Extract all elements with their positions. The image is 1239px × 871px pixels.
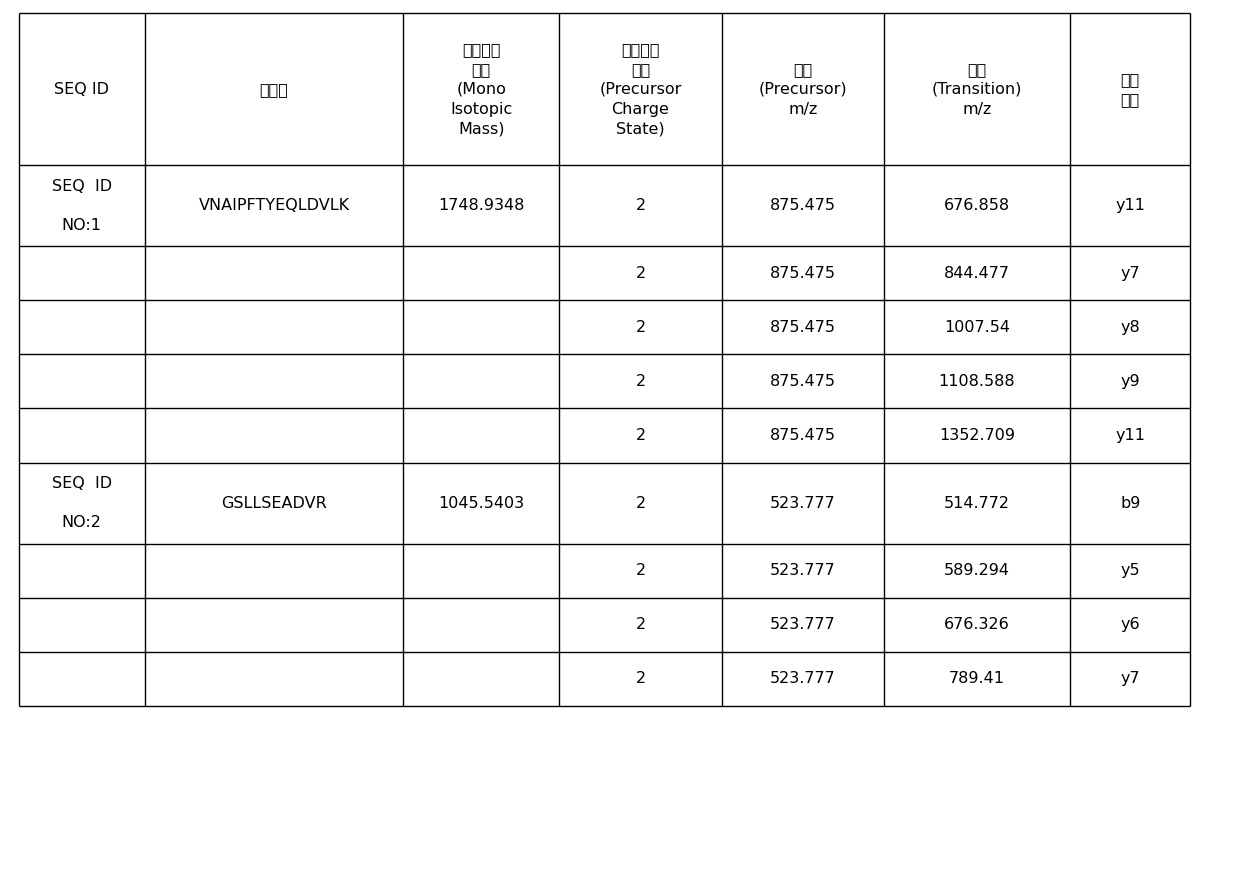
- Text: 2: 2: [636, 199, 646, 213]
- Text: 前体电荷
状态
(Precursor
Charge
State): 前体电荷 状态 (Precursor Charge State): [600, 42, 681, 137]
- Text: 1352.709: 1352.709: [939, 428, 1015, 443]
- Text: VNAIPFTYEQLDVLK: VNAIPFTYEQLDVLK: [198, 199, 349, 213]
- Text: 523.777: 523.777: [769, 496, 835, 510]
- Text: 875.475: 875.475: [769, 199, 836, 213]
- Text: y6: y6: [1120, 617, 1140, 632]
- Text: y11: y11: [1115, 199, 1145, 213]
- Text: 1045.5403: 1045.5403: [439, 496, 524, 510]
- Text: 2: 2: [636, 671, 646, 686]
- Text: 1007.54: 1007.54: [944, 320, 1010, 335]
- Text: 676.326: 676.326: [944, 617, 1010, 632]
- Text: y5: y5: [1120, 563, 1140, 578]
- Text: 589.294: 589.294: [944, 563, 1010, 578]
- Text: b9: b9: [1120, 496, 1140, 510]
- Text: 前体
(Precursor)
m/z: 前体 (Precursor) m/z: [758, 62, 847, 117]
- Text: y7: y7: [1120, 671, 1140, 686]
- Text: 1748.9348: 1748.9348: [439, 199, 524, 213]
- Text: 2: 2: [636, 617, 646, 632]
- Text: 2: 2: [636, 374, 646, 389]
- Text: 523.777: 523.777: [769, 563, 835, 578]
- Text: 肽序列: 肽序列: [259, 82, 289, 97]
- Text: 844.477: 844.477: [944, 266, 1010, 281]
- Text: 514.772: 514.772: [944, 496, 1010, 510]
- Text: 离子
类型: 离子 类型: [1120, 72, 1140, 106]
- Text: 2: 2: [636, 563, 646, 578]
- Text: 过渡
(Transition)
m/z: 过渡 (Transition) m/z: [932, 62, 1022, 117]
- Text: 676.858: 676.858: [944, 199, 1010, 213]
- Text: 875.475: 875.475: [769, 374, 836, 389]
- Text: y11: y11: [1115, 428, 1145, 443]
- Text: 875.475: 875.475: [769, 428, 836, 443]
- Text: 875.475: 875.475: [769, 320, 836, 335]
- Text: 1108.588: 1108.588: [939, 374, 1015, 389]
- Text: SEQ  ID

NO:2: SEQ ID NO:2: [52, 476, 112, 530]
- Text: 523.777: 523.777: [769, 617, 835, 632]
- Text: 2: 2: [636, 266, 646, 281]
- Text: 2: 2: [636, 320, 646, 335]
- Text: 523.777: 523.777: [769, 671, 835, 686]
- Text: y9: y9: [1120, 374, 1140, 389]
- Text: 2: 2: [636, 496, 646, 510]
- Text: 2: 2: [636, 428, 646, 443]
- Text: y7: y7: [1120, 266, 1140, 281]
- Text: GSLLSEADVR: GSLLSEADVR: [221, 496, 327, 510]
- Text: y8: y8: [1120, 320, 1140, 335]
- Text: SEQ ID: SEQ ID: [55, 82, 109, 97]
- Text: SEQ  ID

NO:1: SEQ ID NO:1: [52, 179, 112, 233]
- Text: 789.41: 789.41: [949, 671, 1005, 686]
- Text: 单同位素
质量
(Mono
Isotopic
Mass): 单同位素 质量 (Mono Isotopic Mass): [450, 42, 513, 137]
- Text: 875.475: 875.475: [769, 266, 836, 281]
